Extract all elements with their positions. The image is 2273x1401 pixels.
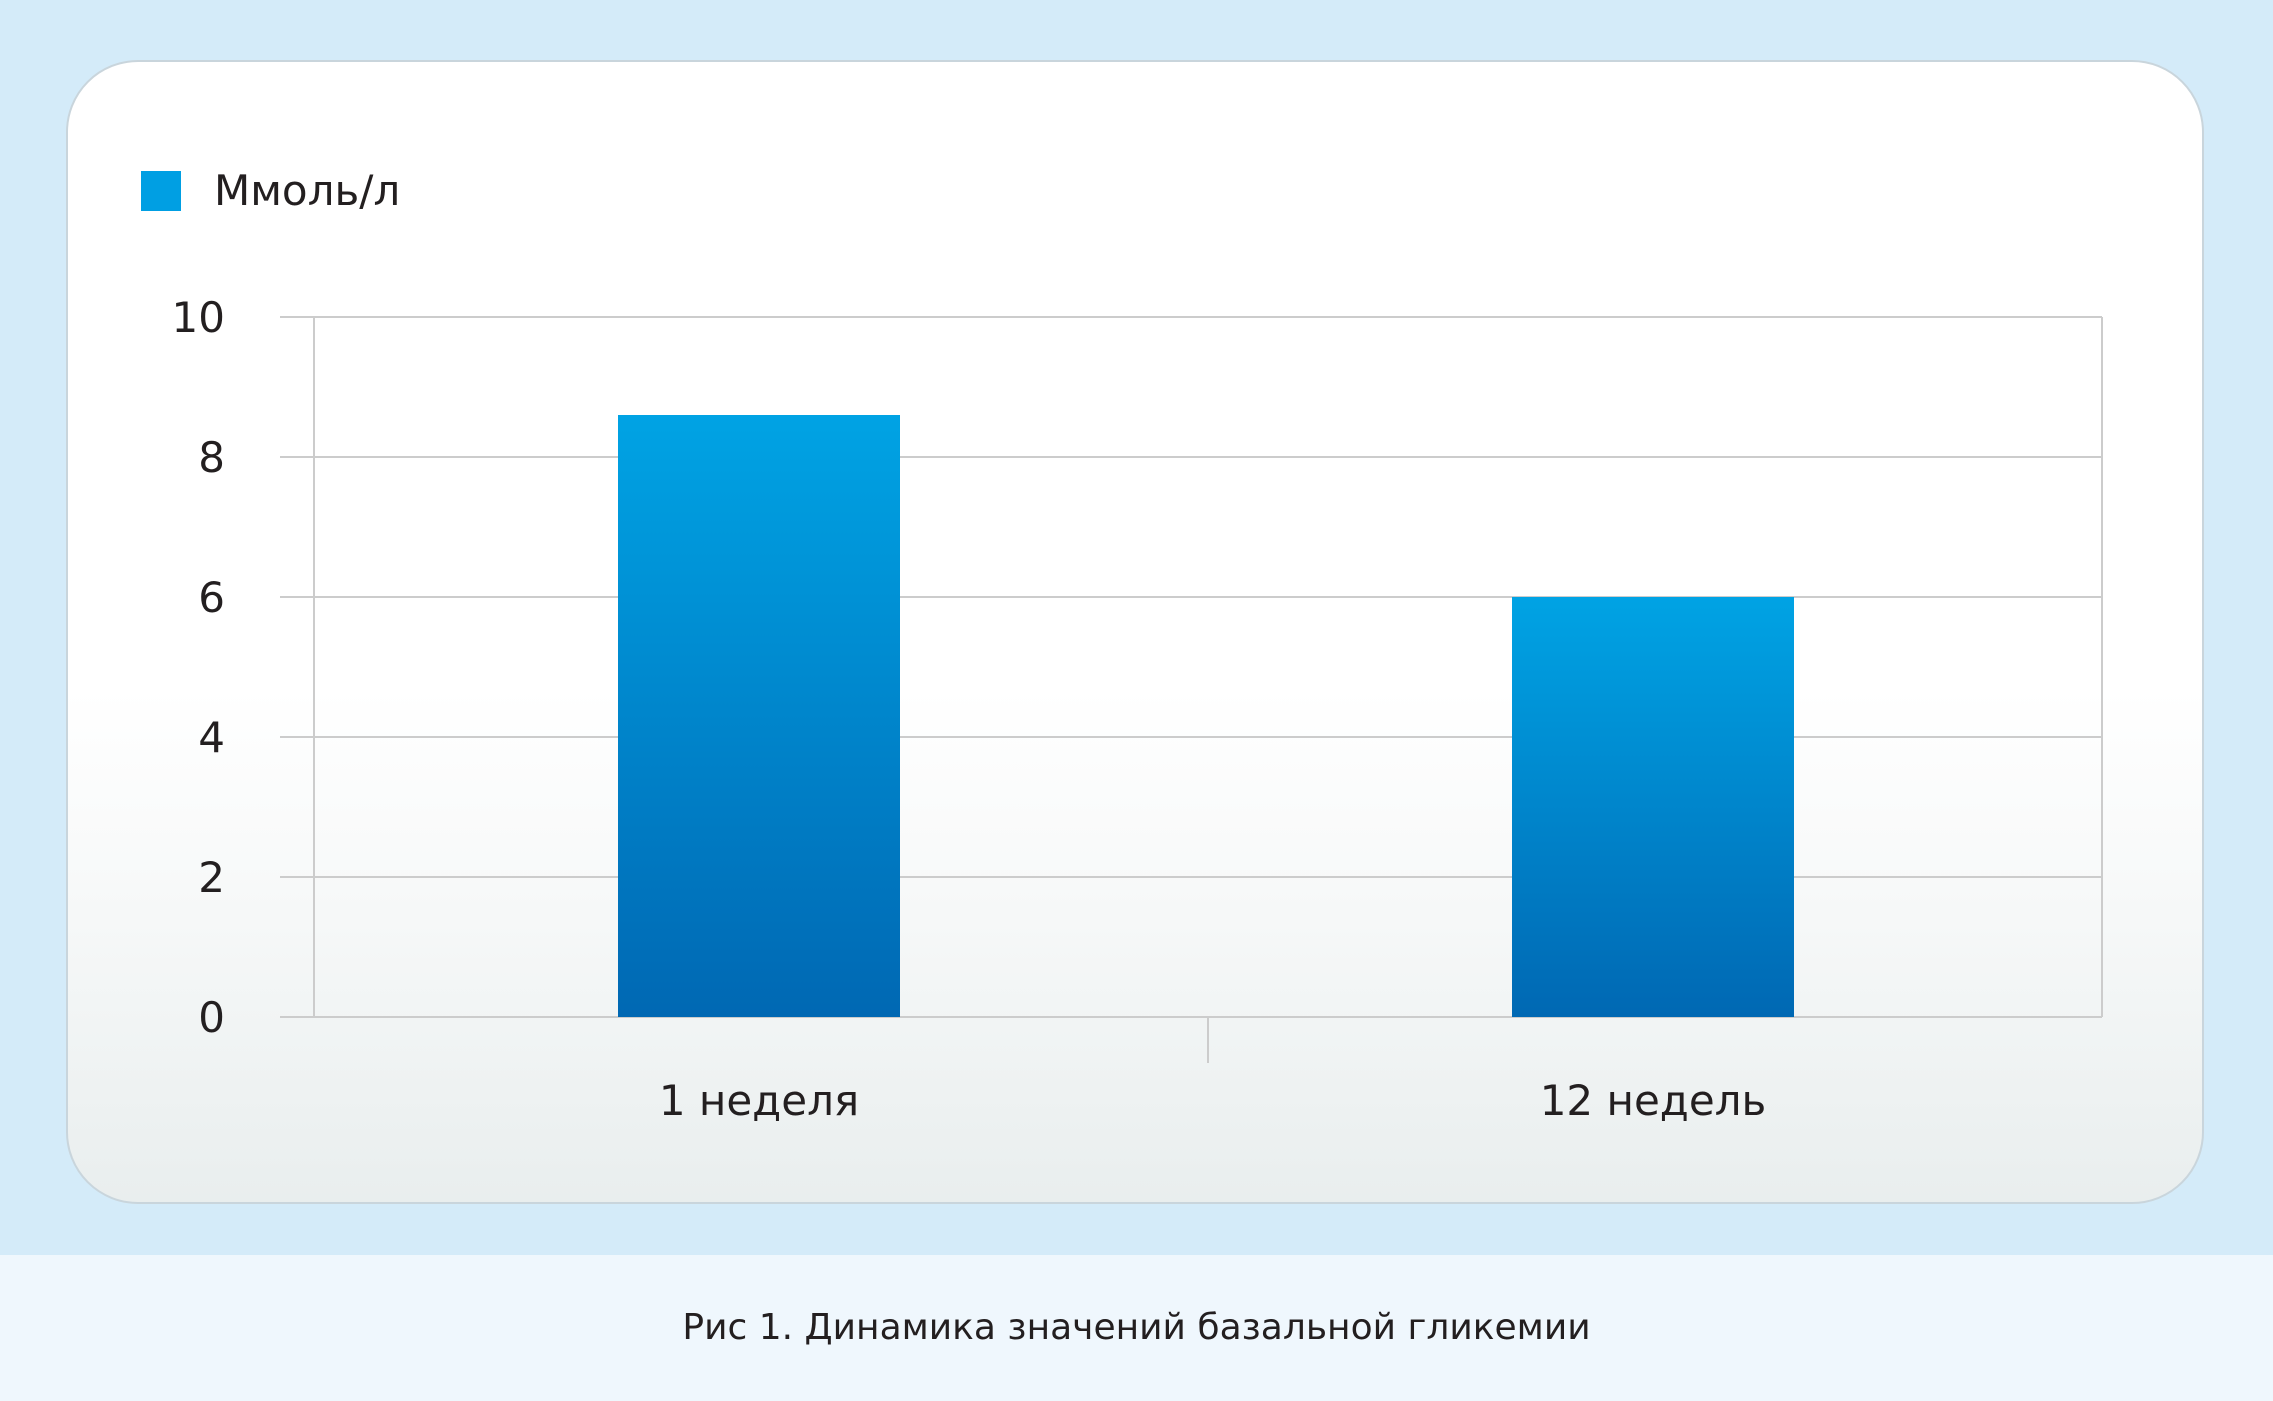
y-tick-label: 0: [198, 993, 225, 1042]
x-category-label: 1 неделя: [659, 1076, 859, 1125]
y-tick-label: 8: [198, 433, 225, 482]
figure-caption: Рис 1. Динамика значений базальной глике…: [682, 1307, 1591, 1348]
chart-card: Ммоль/л 0 2 4 6 8 10 1 неделя 12 недель: [66, 60, 2204, 1204]
bar-chart: 0 2 4 6 8 10 1 неделя 12 недель: [172, 293, 2103, 1125]
x-category-label: 12 недель: [1540, 1076, 1767, 1125]
y-tick-label: 6: [198, 573, 225, 622]
bar: [1512, 597, 1794, 1017]
figure-background: Ммоль/л 0 2 4 6 8 10 1 неделя 12 недель: [0, 0, 2273, 1255]
legend-label: Ммоль/л: [214, 166, 401, 215]
y-tick-label: 2: [198, 853, 225, 902]
bar: [618, 415, 900, 1017]
legend-swatch: [141, 171, 181, 211]
caption-band: Рис 1. Динамика значений базальной глике…: [0, 1255, 2273, 1401]
y-tick-label: 10: [172, 293, 225, 342]
y-tick-label: 4: [198, 713, 225, 762]
